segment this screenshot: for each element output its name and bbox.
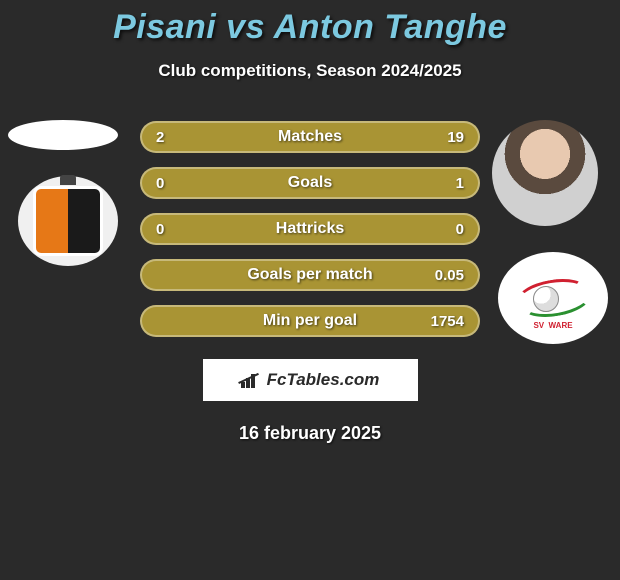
- brand-text: FcTables.com: [267, 370, 380, 390]
- stat-row: 0 Goals 1: [140, 167, 480, 199]
- stat-label: Goals per match: [247, 266, 372, 284]
- bar-chart-icon: [241, 372, 261, 388]
- stat-left-value: 0: [156, 175, 196, 192]
- page-subtitle: Club competitions, Season 2024/2025: [0, 61, 620, 81]
- stat-right-value: 19: [424, 129, 464, 146]
- stat-label: Goals: [288, 174, 332, 192]
- stat-label: Matches: [278, 128, 342, 146]
- page-title: Pisani vs Anton Tanghe: [0, 0, 620, 47]
- date-line: 16 february 2025: [0, 423, 620, 444]
- stat-row: Goals per match 0.05: [140, 259, 480, 291]
- stat-right-value: 1: [424, 175, 464, 192]
- stat-row: 0 Hattricks 0: [140, 213, 480, 245]
- stat-right-value: 0.05: [424, 267, 464, 284]
- stat-row: Min per goal 1754: [140, 305, 480, 337]
- brand-box[interactable]: FcTables.com: [203, 359, 418, 401]
- stat-left-value: 0: [156, 221, 196, 238]
- stat-label: Hattricks: [276, 220, 344, 238]
- stat-label: Min per goal: [263, 312, 357, 330]
- stat-right-value: 1754: [424, 313, 464, 330]
- stat-left-value: 2: [156, 129, 196, 146]
- stat-row: 2 Matches 19: [140, 121, 480, 153]
- stat-right-value: 0: [424, 221, 464, 238]
- stats-container: 2 Matches 19 0 Goals 1 0 Hattricks 0 Goa…: [0, 121, 620, 337]
